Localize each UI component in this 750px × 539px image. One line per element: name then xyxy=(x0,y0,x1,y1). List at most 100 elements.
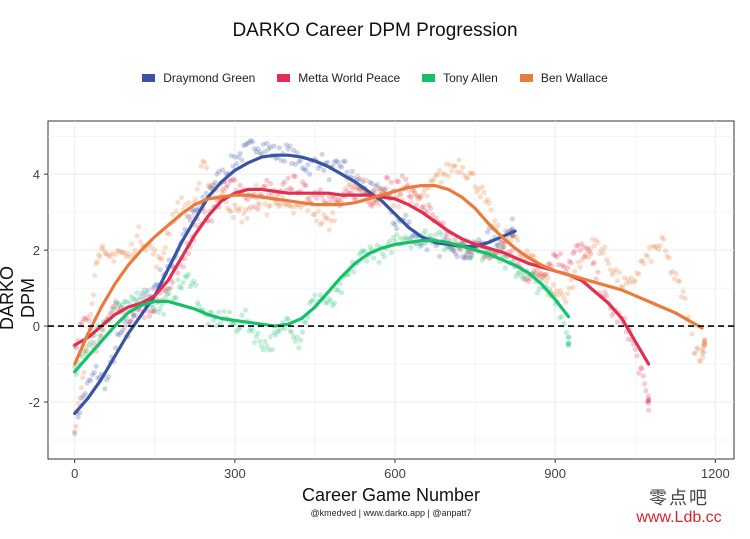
data-point xyxy=(420,203,427,210)
data-point xyxy=(463,252,469,259)
data-point xyxy=(120,249,126,255)
data-point xyxy=(645,396,652,403)
data-point xyxy=(460,254,466,260)
data-point xyxy=(200,158,206,164)
data-point xyxy=(550,251,556,257)
data-point xyxy=(602,244,608,250)
data-point xyxy=(381,187,387,193)
data-point xyxy=(285,316,291,322)
series-points-1 xyxy=(72,173,652,413)
data-point xyxy=(86,377,92,383)
data-point xyxy=(550,282,556,288)
data-point xyxy=(429,179,435,185)
data-point xyxy=(452,163,459,169)
y-tick-label: 4 xyxy=(33,167,40,182)
legend-swatch xyxy=(519,74,533,82)
data-point xyxy=(182,273,188,279)
data-point xyxy=(283,142,290,148)
data-point xyxy=(540,275,546,281)
data-point xyxy=(597,250,603,257)
data-point xyxy=(477,194,484,200)
data-point xyxy=(214,171,220,177)
data-point xyxy=(166,231,172,237)
data-point xyxy=(230,320,236,326)
data-point xyxy=(561,264,567,270)
data-point xyxy=(72,430,78,436)
legend-item: Draymond Green xyxy=(142,71,255,85)
data-point xyxy=(614,278,621,284)
data-point xyxy=(511,233,517,239)
data-point xyxy=(463,175,469,181)
data-point xyxy=(584,246,590,252)
data-point xyxy=(500,244,507,250)
data-point xyxy=(230,214,236,220)
data-point xyxy=(566,258,572,264)
data-point xyxy=(290,210,297,216)
data-point xyxy=(486,255,492,262)
series-points-3 xyxy=(72,157,708,435)
data-point xyxy=(588,250,594,257)
data-point xyxy=(235,326,242,332)
data-point xyxy=(153,281,160,287)
data-point xyxy=(102,250,108,257)
data-point xyxy=(312,292,318,298)
data-point xyxy=(438,179,444,185)
data-point xyxy=(454,169,460,175)
data-point xyxy=(264,343,270,349)
data-point xyxy=(308,298,314,304)
data-point xyxy=(219,167,225,173)
data-point xyxy=(694,345,700,351)
data-point xyxy=(410,233,416,239)
data-point xyxy=(609,312,615,318)
data-point xyxy=(403,212,409,218)
data-point xyxy=(541,272,548,278)
data-point xyxy=(153,264,160,270)
data-point xyxy=(607,267,613,273)
data-point xyxy=(107,254,113,260)
data-point xyxy=(321,212,327,218)
data-point xyxy=(604,256,610,263)
data-point xyxy=(636,271,642,277)
data-point xyxy=(536,286,542,292)
data-point xyxy=(468,254,475,261)
data-point xyxy=(406,193,412,199)
data-point xyxy=(529,252,535,258)
x-tick-label: 0 xyxy=(71,466,78,481)
data-point xyxy=(369,203,375,209)
data-point xyxy=(244,140,250,147)
data-point xyxy=(118,249,124,256)
data-point xyxy=(285,175,291,181)
data-point xyxy=(372,183,379,189)
data-point xyxy=(306,171,313,177)
data-point xyxy=(184,213,190,219)
data-point xyxy=(189,280,195,286)
data-point xyxy=(80,315,87,322)
data-point xyxy=(290,173,297,179)
data-point xyxy=(399,173,405,179)
data-point xyxy=(111,258,117,264)
legend-item: Ben Wallace xyxy=(519,71,608,85)
data-point xyxy=(317,292,323,298)
data-point xyxy=(114,247,121,254)
data-point xyxy=(582,251,589,258)
data-point xyxy=(82,351,88,357)
data-point xyxy=(702,337,708,343)
data-point xyxy=(499,240,505,246)
data-point xyxy=(282,158,288,164)
legend-item: Metta World Peace xyxy=(277,71,400,85)
data-point xyxy=(114,300,121,306)
data-point xyxy=(328,198,334,204)
data-point xyxy=(130,311,137,318)
data-point xyxy=(178,285,185,291)
data-point xyxy=(395,179,402,185)
data-point xyxy=(586,254,592,260)
data-point xyxy=(136,224,142,230)
data-point xyxy=(543,279,549,285)
data-point xyxy=(100,243,106,249)
data-point xyxy=(113,300,119,307)
data-point xyxy=(185,200,192,206)
data-point xyxy=(120,302,126,308)
legend-label: Ben Wallace xyxy=(540,71,608,85)
data-point xyxy=(266,347,272,353)
data-point xyxy=(218,320,224,326)
